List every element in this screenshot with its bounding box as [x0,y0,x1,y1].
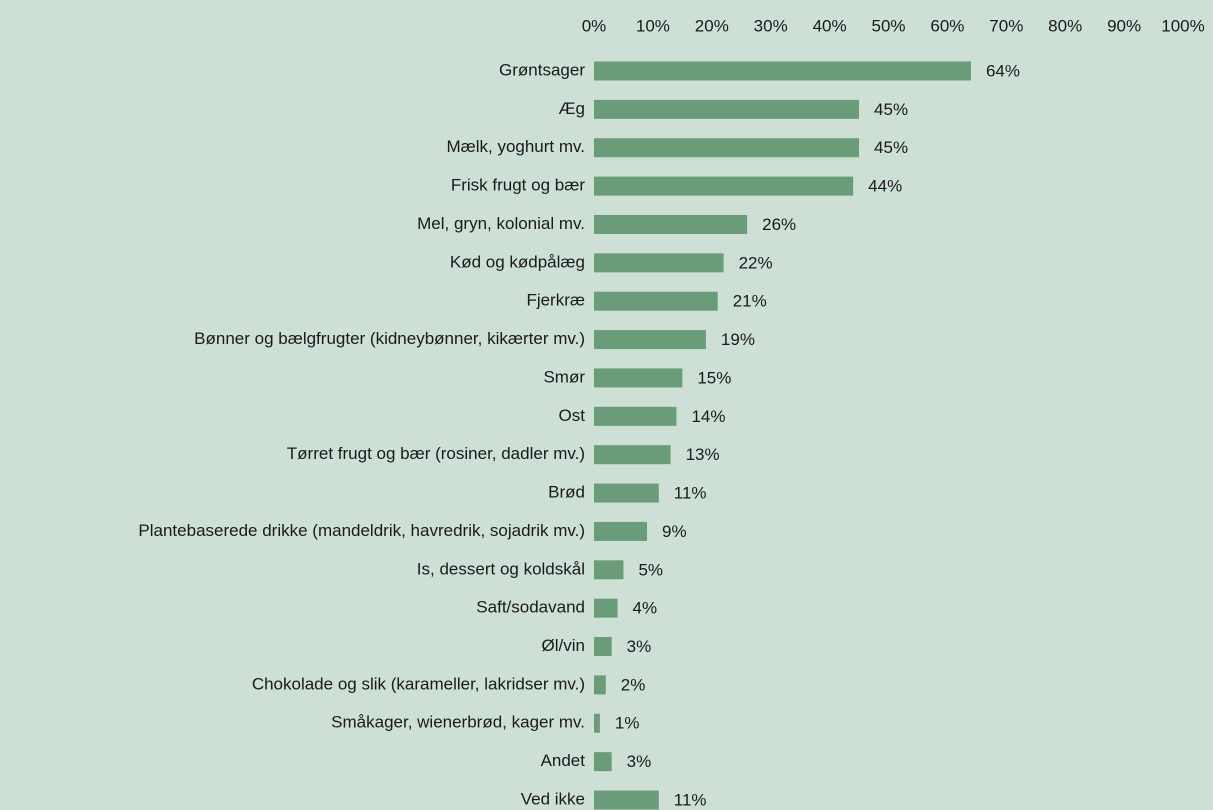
bar [594,176,854,196]
x-tick-label: 20% [695,16,729,35]
bar [594,752,612,772]
data-label: 1% [615,714,640,733]
data-label: 45% [874,100,908,119]
data-label: 3% [627,637,652,656]
data-label: 9% [662,522,687,541]
bar [594,560,624,580]
bar [594,598,618,618]
x-tick-label: 10% [636,16,670,35]
data-label: 14% [691,407,725,426]
data-label: 5% [638,560,663,579]
y-tick-label: Brød [548,483,585,502]
bar [594,368,683,388]
bar [594,214,748,234]
y-tick-label: Ost [559,406,586,425]
y-tick-label: Bønner og bælgfrugter (kidneybønner, kik… [194,329,585,348]
bar [594,253,724,273]
data-label: 11% [674,790,707,809]
x-tick-label: 70% [989,16,1023,35]
data-label: 21% [733,292,767,311]
bar [594,521,648,541]
y-tick-label: Plantebaserede drikke (mandeldrik, havre… [138,521,585,540]
x-tick-label: 30% [754,16,788,35]
x-tick-label: 50% [871,16,905,35]
y-tick-label: Æg [559,99,585,118]
data-label: 19% [721,330,755,349]
y-tick-label: Ved ikke [521,789,585,808]
bar [594,291,718,311]
y-tick-label: Smør [543,367,585,386]
bar [594,713,600,733]
bar [594,138,860,158]
bar [594,445,671,465]
y-tick-label: Fjerkræ [526,291,585,310]
bar [594,483,659,503]
data-label: 13% [686,445,720,464]
bar [594,675,606,695]
y-tick-label: Saft/sodavand [476,598,585,617]
data-label: 26% [762,215,796,234]
bar [594,406,677,426]
y-tick-label: Øl/vin [542,636,585,655]
data-label: 64% [986,61,1020,80]
bar [594,637,612,657]
data-label: 15% [697,368,731,387]
x-tick-label: 90% [1107,16,1141,35]
x-tick-label: 80% [1048,16,1082,35]
y-tick-label: Kød og kødpålæg [450,252,585,271]
data-label: 3% [627,752,652,771]
data-label: 2% [621,675,646,694]
x-tick-label: 60% [930,16,964,35]
y-tick-label: Andet [541,751,586,770]
bar [594,61,971,81]
y-tick-label: Grøntsager [499,60,585,79]
data-label: 44% [868,177,902,196]
y-tick-label: Tørret frugt og bær (rosiner, dadler mv.… [287,444,585,463]
data-label: 45% [874,138,908,157]
y-tick-label: Småkager, wienerbrød, kager mv. [331,713,585,732]
x-tick-label: 0% [582,16,607,35]
data-label: 4% [633,599,658,618]
bar [594,330,706,350]
bar [594,790,659,810]
y-tick-label: Chokolade og slik (karameller, lakridser… [252,674,585,693]
y-tick-label: Is, dessert og koldskål [417,559,585,578]
x-tick-label: 40% [813,16,847,35]
y-tick-label: Mel, gryn, kolonial mv. [417,214,585,233]
bar [594,99,860,119]
x-tick-label: 100% [1161,16,1204,35]
y-tick-label: Mælk, yoghurt mv. [446,137,585,156]
y-tick-label: Frisk frugt og bær [451,176,585,195]
data-label: 11% [674,484,707,503]
data-label: 22% [739,253,773,272]
